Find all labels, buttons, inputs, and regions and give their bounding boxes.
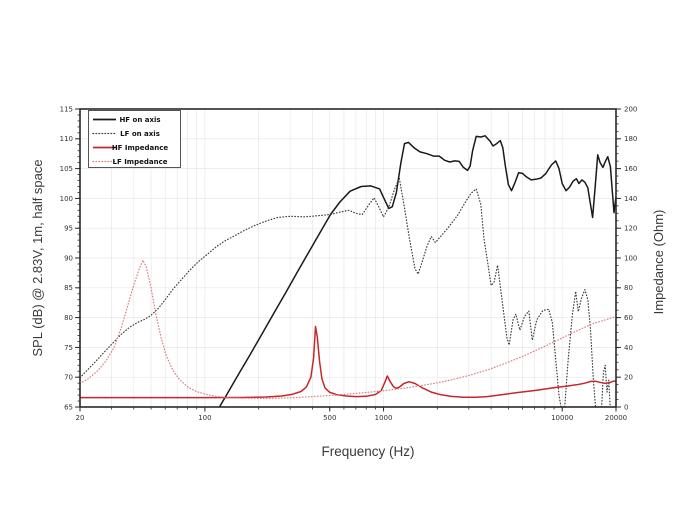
y-right-axis-title: Impedance (Ohm) [651,210,666,315]
y-right-tick-label: 60 [624,314,633,322]
y-right-tick-label: 140 [624,195,637,203]
y-right-tick-label: 40 [624,344,633,352]
x-tick-label: 100 [198,414,211,422]
x-axis-title: Frequency (Hz) [321,444,414,459]
x-tick-label: 20000 [605,414,627,422]
y-left-axis-title: SPL (dB) @ 2.83V, 1m, half space [30,159,45,356]
y-right-tick-label: 20 [624,374,633,382]
y-left-tick-label: 100 [60,195,73,203]
y-right-tick-label: 80 [624,284,633,292]
curve-hf-on-axis [218,135,616,407]
curve-lf-impedance [80,259,616,399]
legend-entry-label: HF Impedance [112,144,169,152]
y-left-tick-label: 105 [60,165,73,173]
legend-entry-label: HF on axis [119,116,160,124]
legend-entry-label: LF on axis [120,130,160,138]
legend: HF on axis LF on axis HF Impedance LF Imped… [88,110,181,168]
y-right-tick-label: 160 [624,165,637,173]
y-left-tick-label: 65 [64,403,73,411]
y-right-tick-label: 100 [624,254,637,262]
y-left-tick-label: 85 [64,284,73,292]
y-right-tick-label: 0 [624,403,628,411]
curves [80,135,616,407]
y-left-tick-label: 95 [64,225,73,233]
x-tick-label: 10000 [551,414,573,422]
y-left-tick-label: 115 [60,105,73,113]
y-right-tick-label: 200 [624,105,637,113]
x-tick-label: 1000 [375,414,393,422]
curve-hf-impedance [80,325,616,399]
x-tick-label: 500 [323,414,336,422]
x-tick-label: 20 [76,414,85,422]
axis-ticks: 20 100 500 1000 10000 20000657075808590951001… [60,105,638,422]
legend-entry-label: LF Impedance [113,158,168,166]
y-left-tick-label: 80 [64,314,73,322]
y-right-tick-label: 180 [624,135,637,143]
y-right-tick-label: 120 [624,225,637,233]
y-left-tick-label: 70 [64,374,73,382]
y-left-tick-label: 90 [64,254,73,262]
y-left-tick-label: 75 [64,344,73,352]
y-left-tick-label: 110 [60,135,73,143]
curve-lf-on-axis [80,177,611,407]
